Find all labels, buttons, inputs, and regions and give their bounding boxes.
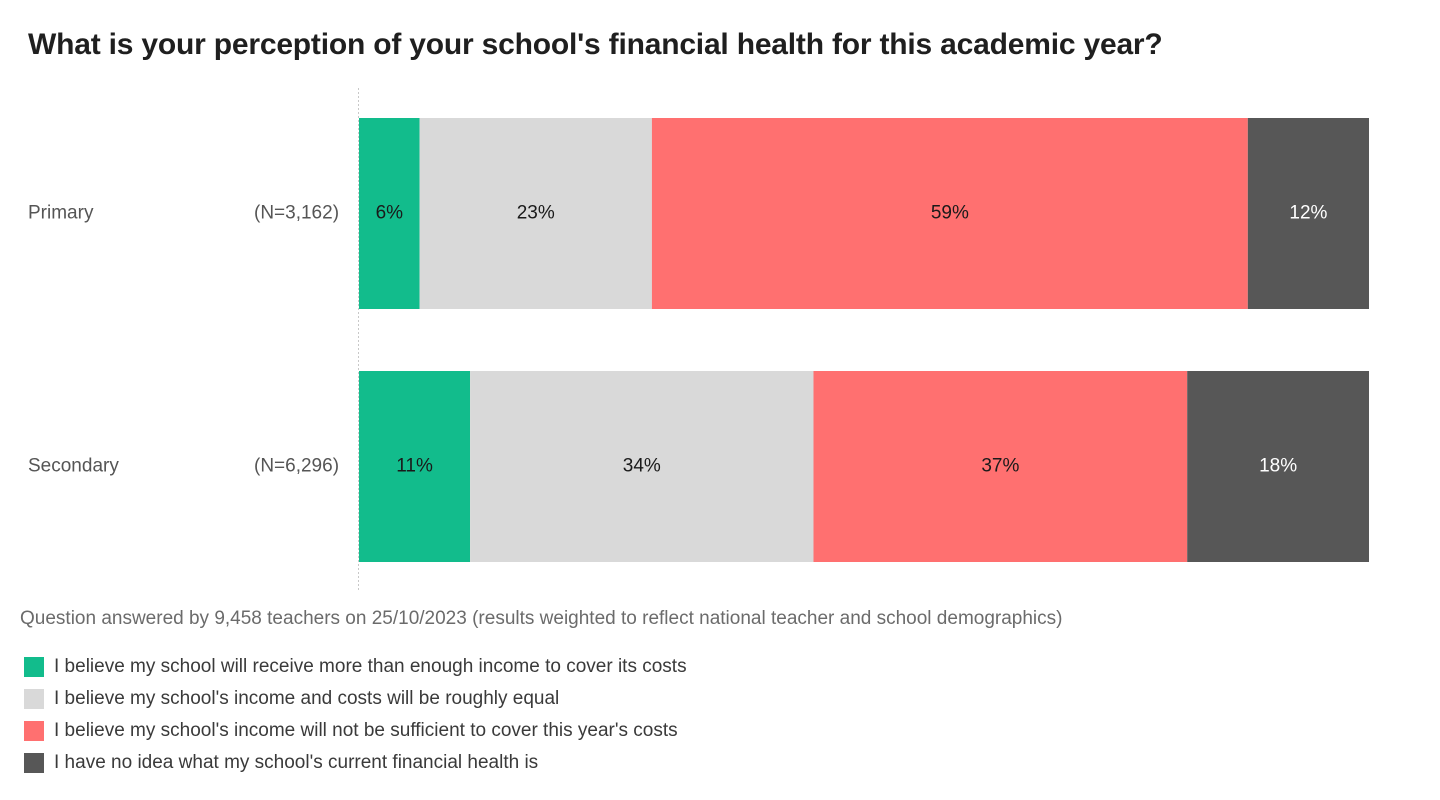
stacked-bar-chart: Primary (N=3,162) 6% 23% 59% 12% Secondary (N=6… (28, 88, 1369, 592)
chart-title: What is your perception of your school's… (28, 28, 1163, 61)
legend-swatch-1 (24, 657, 44, 677)
legend-label-4: I have no idea what my school's current … (54, 752, 539, 773)
bar-segment-primary-3 (651, 118, 1248, 309)
legend-swatch-4 (24, 753, 44, 773)
legend-item-1: I believe my school will receive more th… (24, 651, 687, 683)
data-label-secondary-2: 34% (623, 456, 661, 477)
data-label-secondary-1: 11% (396, 456, 433, 477)
legend-label-1: I believe my school will receive more th… (54, 656, 687, 677)
legend-label-2: I believe my school's income and costs w… (54, 688, 560, 709)
bar-segment-secondary-4 (1187, 371, 1369, 562)
category-label-secondary: Secondary (28, 456, 119, 477)
bar-segment-secondary-3 (813, 371, 1188, 562)
bar-segment-primary-2 (419, 118, 652, 309)
bars-layer: Primary (N=3,162) 6% 23% 59% 12% Secondary (N=6… (28, 118, 1369, 562)
data-label-primary-2: 23% (517, 203, 555, 224)
data-label-secondary-3: 37% (981, 456, 1019, 477)
sample-size-label-secondary: (N=6,296) (254, 456, 339, 477)
bar-segment-secondary-2 (470, 371, 814, 562)
legend-item-4: I have no idea what my school's current … (24, 747, 687, 779)
category-label-primary: Primary (28, 203, 94, 224)
legend-item-3: I believe my school's income will not be… (24, 715, 687, 747)
data-label-primary-1: 6% (376, 203, 404, 224)
footnote: Question answered by 9,458 teachers on 2… (20, 608, 1063, 629)
legend-item-2: I believe my school's income and costs w… (24, 683, 687, 715)
bar-segment-secondary-1 (359, 371, 471, 562)
bar-segment-primary-4 (1247, 118, 1369, 309)
data-label-primary-4: 12% (1289, 203, 1327, 224)
legend-label-3: I believe my school's income will not be… (54, 720, 678, 741)
data-label-primary-3: 59% (931, 203, 969, 224)
sample-size-label-primary: (N=3,162) (254, 203, 339, 224)
bar-segment-primary-1 (359, 118, 420, 309)
legend-swatch-3 (24, 721, 44, 741)
data-label-secondary-4: 18% (1259, 456, 1297, 477)
legend-swatch-2 (24, 689, 44, 709)
legend: I believe my school will receive more th… (24, 651, 687, 779)
